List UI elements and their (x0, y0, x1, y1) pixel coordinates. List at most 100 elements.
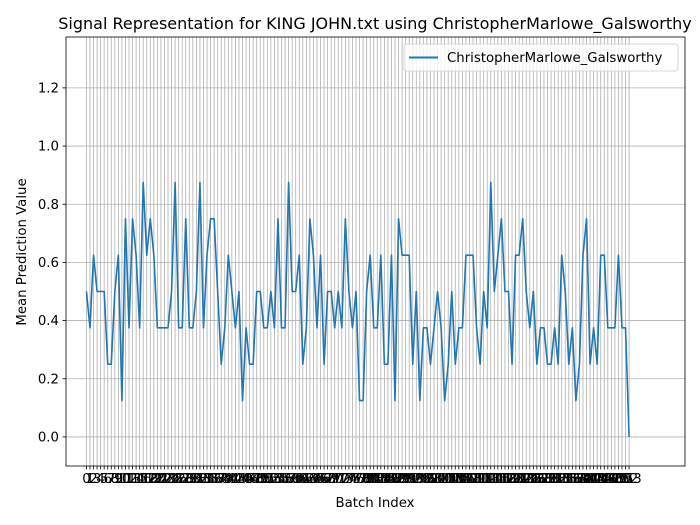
data-point (298, 254, 300, 256)
x-tick-label: 83 (372, 472, 389, 487)
data-point (178, 327, 180, 329)
data-point (199, 182, 201, 184)
x-tick-label: 77 (351, 472, 368, 487)
x-tick-label: 62 (298, 472, 315, 487)
data-point (164, 327, 166, 329)
data-point (611, 327, 613, 329)
y-tick-label: 1.2 (38, 81, 59, 96)
data-point (174, 182, 176, 184)
x-tick-label: 54 (270, 472, 287, 487)
x-tick-label: 8 (111, 472, 119, 487)
x-tick-label: 122 (506, 472, 531, 487)
x-tick-label: 148 (599, 472, 624, 487)
data-point (387, 363, 389, 365)
x-tick-label: 17 (138, 472, 155, 487)
x-tick-label: 18 (142, 472, 159, 487)
x-tick-label: 65 (309, 472, 326, 487)
x-tick-label: 147 (595, 472, 620, 487)
x-tick-label: 64 (305, 472, 322, 487)
data-point (423, 327, 425, 329)
x-tick-label: 128 (528, 472, 553, 487)
data-point (330, 291, 332, 293)
x-tick-label: 94 (411, 472, 428, 487)
y-grid (66, 87, 685, 438)
x-tick-label: 110 (464, 472, 489, 487)
data-point (320, 254, 322, 256)
x-ticks: 0123456789101112131415161718192021222324… (82, 466, 642, 487)
data-point (472, 254, 474, 256)
data-point (171, 291, 173, 293)
data-point (522, 218, 524, 220)
x-tick-label: 59 (287, 472, 304, 487)
data-point (245, 327, 247, 329)
x-tick-label: 69 (323, 472, 340, 487)
data-point (561, 254, 563, 256)
data-point (334, 327, 336, 329)
data-point (614, 327, 616, 329)
data-point (323, 363, 325, 365)
x-tick-label: 141 (574, 472, 599, 487)
data-point (206, 254, 208, 256)
data-point (437, 291, 439, 293)
x-tick-label: 27 (174, 472, 191, 487)
x-tick-label: 38 (213, 472, 230, 487)
x-tick-label: 46 (241, 472, 258, 487)
x-tick-label: 108 (457, 472, 482, 487)
data-point (348, 291, 350, 293)
data-point (259, 291, 261, 293)
x-tick-label: 101 (432, 472, 457, 487)
data-point (263, 327, 265, 329)
x-tick-label: 28 (177, 472, 194, 487)
y-tick-label: 0.4 (38, 314, 59, 329)
data-point (337, 291, 339, 293)
data-point (564, 291, 566, 293)
x-tick-label: 113 (475, 472, 500, 487)
x-tick-label: 73 (337, 472, 354, 487)
data-point (185, 218, 187, 220)
data-point (458, 327, 460, 329)
x-tick-label: 105 (446, 472, 471, 487)
x-tick-label: 57 (280, 472, 297, 487)
data-point (451, 291, 453, 293)
x-tick-label: 92 (404, 472, 421, 487)
data-point (203, 327, 205, 329)
x-tick-label: 45 (238, 472, 255, 487)
x-tick-label: 151 (609, 472, 634, 487)
x-tick-label: 7 (107, 472, 115, 487)
x-tick-label: 97 (422, 472, 439, 487)
data-point (309, 218, 311, 220)
data-point (469, 254, 471, 256)
data-point (511, 363, 513, 365)
x-tick-label: 103 (439, 472, 464, 487)
x-tick-label: 75 (344, 472, 361, 487)
x-tick-label: 44 (234, 472, 251, 487)
legend: ChristopherMarlowe_Galsworthy (403, 43, 679, 72)
x-tick-label: 86 (383, 472, 400, 487)
data-point (295, 291, 297, 293)
x-tick-label: 58 (284, 472, 301, 487)
x-tick-label: 116 (485, 472, 510, 487)
x-tick-label: 102 (436, 472, 461, 487)
data-point (181, 327, 183, 329)
data-point (149, 218, 151, 220)
data-point (376, 327, 378, 329)
x-tick-label: 134 (549, 472, 574, 487)
x-tick-label: 112 (471, 472, 496, 487)
x-tick-label: 50 (255, 472, 272, 487)
data-point (568, 363, 570, 365)
x-tick-label: 87 (387, 472, 404, 487)
x-tick-label: 55 (273, 472, 290, 487)
x-tick-label: 16 (135, 472, 152, 487)
x-tick-label: 23 (160, 472, 177, 487)
data-point (579, 363, 581, 365)
x-tick-label: 66 (312, 472, 329, 487)
data-point (415, 291, 417, 293)
y-ticks: 0.0 0.2 0.4 0.6 0.8 1.0 1.2 (38, 81, 66, 446)
data-point (497, 254, 499, 256)
x-tick-label: 72 (333, 472, 350, 487)
x-tick-label: 129 (531, 472, 556, 487)
x-tick-label: 80 (362, 472, 379, 487)
data-point (135, 254, 137, 256)
data-point (369, 254, 371, 256)
data-point (401, 254, 403, 256)
